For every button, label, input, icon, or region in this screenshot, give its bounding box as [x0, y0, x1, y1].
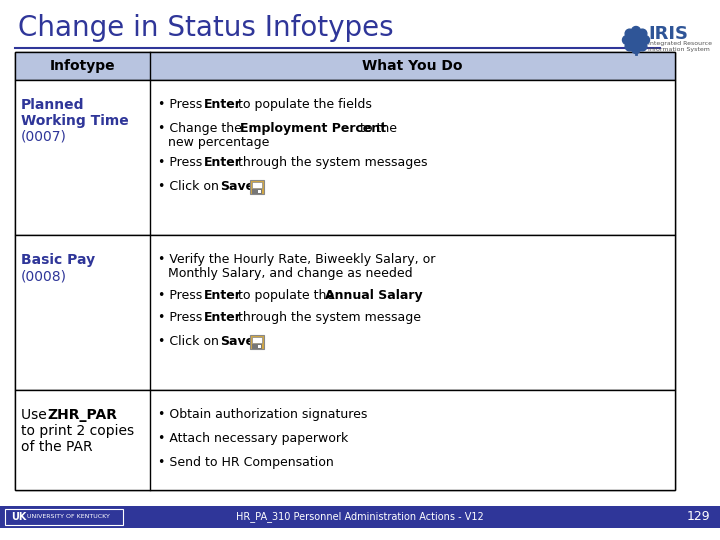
- Circle shape: [638, 29, 647, 38]
- Bar: [250, 180, 264, 194]
- Text: Change in Status Infotypes: Change in Status Infotypes: [18, 14, 394, 42]
- Bar: [0, 506, 720, 528]
- Text: • Press: • Press: [158, 156, 206, 169]
- Text: through the system message: through the system message: [234, 311, 421, 324]
- Text: • Attach necessary paperwork: • Attach necessary paperwork: [158, 432, 348, 445]
- Text: • Click on: • Click on: [158, 335, 223, 348]
- Bar: [252, 337, 262, 343]
- Text: (0007): (0007): [21, 130, 67, 144]
- Text: • Obtain authorization signatures: • Obtain authorization signatures: [158, 408, 367, 421]
- Text: Enter: Enter: [204, 156, 242, 169]
- Bar: [252, 189, 262, 194]
- Text: Enter: Enter: [204, 289, 242, 302]
- Text: • Press: • Press: [158, 289, 206, 302]
- Text: Enter: Enter: [204, 311, 242, 324]
- Text: to print 2 copies: to print 2 copies: [21, 424, 134, 438]
- Text: new percentage: new percentage: [168, 136, 269, 149]
- Text: HR_PA_310 Personnel Administration Actions - V12: HR_PA_310 Personnel Administration Actio…: [236, 511, 484, 523]
- Text: Infotype: Infotype: [50, 59, 115, 73]
- Text: • Change the: • Change the: [158, 122, 246, 135]
- Text: Save: Save: [220, 180, 254, 193]
- Text: • Click on: • Click on: [158, 180, 223, 193]
- Text: Integrated Resource: Integrated Resource: [648, 42, 712, 46]
- Circle shape: [631, 44, 641, 53]
- Text: Enter: Enter: [204, 98, 242, 111]
- Text: through the system messages: through the system messages: [234, 156, 428, 169]
- Text: • Send to HR Compensation: • Send to HR Compensation: [158, 456, 334, 469]
- Bar: [252, 344, 262, 349]
- Circle shape: [631, 26, 641, 36]
- Text: Monthly Salary, and change as needed: Monthly Salary, and change as needed: [168, 267, 413, 280]
- Text: UK: UK: [11, 512, 27, 522]
- Bar: [15, 235, 675, 390]
- Bar: [15, 390, 675, 490]
- Circle shape: [625, 29, 634, 38]
- Text: Information System: Information System: [648, 48, 710, 52]
- Text: ZHR_PAR: ZHR_PAR: [47, 408, 117, 422]
- Text: to populate the fields: to populate the fields: [234, 98, 372, 111]
- Bar: [258, 345, 261, 348]
- Circle shape: [641, 36, 649, 44]
- Text: What You Do: What You Do: [362, 59, 463, 73]
- Text: Basic Pay: Basic Pay: [21, 253, 95, 267]
- Text: Employment Percent: Employment Percent: [240, 122, 386, 135]
- Bar: [5, 509, 123, 525]
- Text: Working Time: Working Time: [21, 114, 129, 128]
- Text: Save: Save: [220, 335, 254, 348]
- Text: (0008): (0008): [21, 269, 67, 283]
- Circle shape: [623, 36, 631, 44]
- Bar: [258, 190, 261, 193]
- Bar: [15, 52, 675, 490]
- Circle shape: [631, 35, 641, 45]
- Circle shape: [625, 42, 634, 51]
- Text: to populate the: to populate the: [234, 289, 338, 302]
- Text: to the: to the: [356, 122, 397, 135]
- Text: 129: 129: [686, 510, 710, 523]
- Circle shape: [638, 42, 647, 51]
- Bar: [252, 182, 262, 188]
- Bar: [15, 80, 675, 235]
- Text: • Press: • Press: [158, 311, 206, 324]
- Bar: [15, 52, 675, 80]
- Text: • Press: • Press: [158, 98, 206, 111]
- Bar: [250, 335, 264, 349]
- Text: of the PAR: of the PAR: [21, 440, 93, 454]
- Text: • Verify the Hourly Rate, Biweekly Salary, or: • Verify the Hourly Rate, Biweekly Salar…: [158, 253, 436, 266]
- Text: Annual Salary: Annual Salary: [325, 289, 423, 302]
- Text: IRIS: IRIS: [648, 25, 688, 43]
- Text: Use: Use: [21, 408, 51, 422]
- Text: UNIVERSITY OF KENTUCKY: UNIVERSITY OF KENTUCKY: [27, 515, 110, 519]
- Text: Planned: Planned: [21, 98, 84, 112]
